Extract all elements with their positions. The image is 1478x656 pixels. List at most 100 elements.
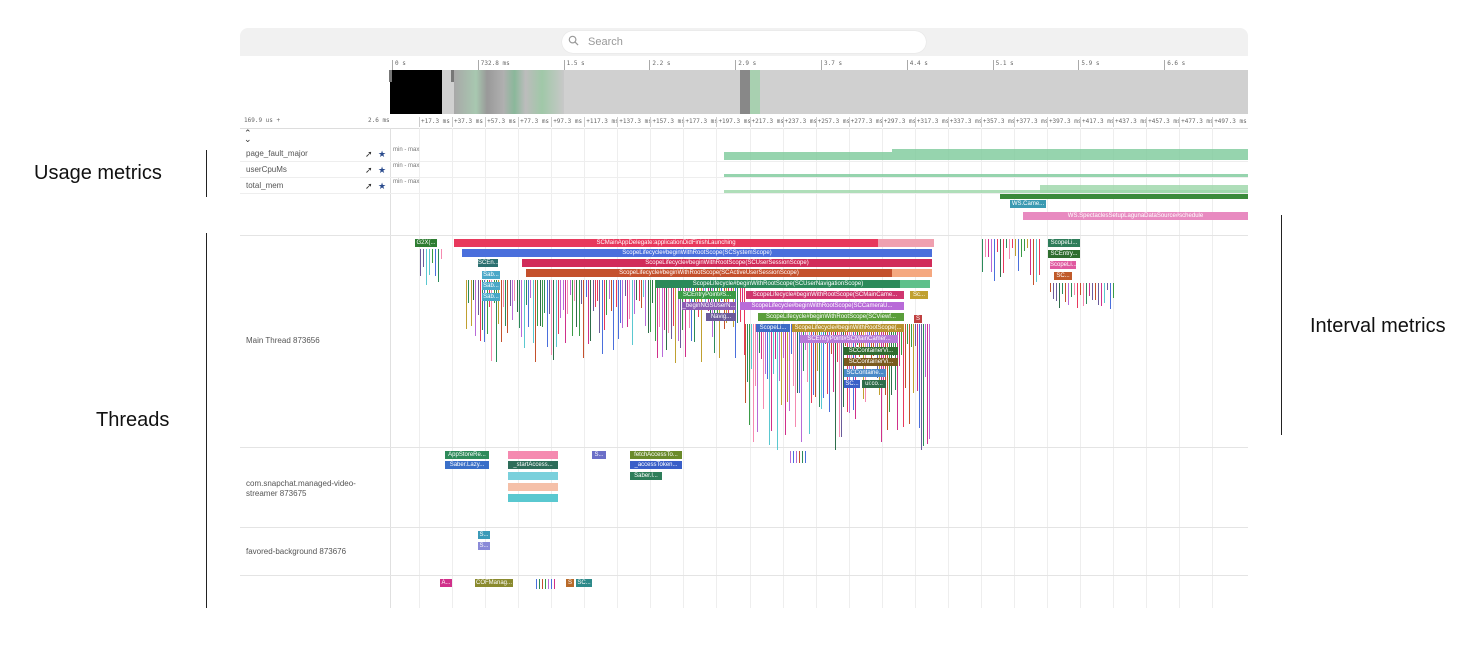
overview-handle-left[interactable]	[389, 70, 392, 82]
thread-label-favored: favored-background 873676	[246, 547, 347, 556]
slice-right-sc-entry[interactable]: SCEntry...	[1048, 250, 1080, 258]
slice-navig[interactable]: Navig...	[706, 313, 736, 321]
slice-sab-1[interactable]: Sab...	[482, 271, 500, 279]
overview-axis-tick: 732.8 ms	[477, 60, 510, 70]
search-input[interactable]: Search	[562, 31, 926, 53]
slice-favored-1[interactable]: S...	[478, 531, 490, 539]
gridline	[881, 128, 883, 608]
flame-needle	[919, 324, 920, 429]
flame-needle	[802, 451, 803, 463]
slice-streamer-pink[interactable]	[508, 451, 558, 459]
star-icon[interactable]: ★	[378, 165, 387, 175]
slice-g2x[interactable]: G2X(...	[415, 239, 437, 247]
slice-user-session[interactable]: ScopeLifecycle#beginWithRootScope(SCUser…	[522, 259, 932, 267]
slice-begin-ngs[interactable]: _beginNGSUserN...	[682, 302, 736, 310]
slice-saber-lazy[interactable]: Saber.Lazy...	[445, 461, 489, 469]
slice-fetch-access[interactable]: fetchAccessTo...	[630, 451, 682, 459]
collapse-chevron-icon[interactable]: ⌃ ⌄	[244, 128, 252, 144]
flame-needle	[917, 324, 918, 392]
slice-start-access[interactable]: _startAccess...	[508, 461, 558, 469]
trace-viewer: Search 0 s 732.8 ms 1.5 s 2.2 s 2.9 s 3.7 s 4.…	[240, 28, 1248, 608]
slice-app-did-finish-tail[interactable]	[878, 239, 934, 247]
overview-density-2	[740, 70, 760, 114]
gridline	[584, 128, 586, 608]
slice-container-vi-1[interactable]: SCContainerVi...	[844, 347, 898, 355]
trend-icon[interactable]: ➚	[365, 165, 373, 175]
slice-sab-3[interactable]: Sab...	[482, 293, 500, 301]
flame-needle	[604, 280, 605, 330]
flame-needle	[985, 239, 986, 257]
slice-scope-li-small[interactable]: ScopeLi...	[756, 324, 790, 332]
flame-needle	[536, 579, 537, 589]
slice-bottom-s[interactable]: S	[566, 579, 574, 587]
overview-handle-right[interactable]	[451, 70, 454, 82]
slice-right-scope-li-2[interactable]: ScopeLi...	[1050, 261, 1076, 269]
slice-nav-tail[interactable]	[900, 280, 930, 288]
slice-main-camera[interactable]: ScopeLifecycle#beginWithRootScope(SCMain…	[746, 291, 904, 299]
ruler-tick: +417.3 ms	[1080, 117, 1115, 127]
slice-s-streamer[interactable]: S...	[592, 451, 606, 459]
slice-entry-point[interactable]: SCEntryPoint#S...	[678, 291, 736, 299]
slice-active-user-session[interactable]: ScopeLifecycle#beginWithRootScope(SCActi…	[526, 269, 892, 277]
slice-container-vi-2[interactable]: SCContainerVi...	[844, 358, 898, 366]
overview-track[interactable]	[389, 70, 1248, 114]
search-placeholder: Search	[588, 36, 623, 48]
slice-streamer-teal-2[interactable]	[508, 494, 558, 502]
flame-needle	[1021, 239, 1022, 258]
flame-needle	[763, 324, 764, 409]
slice-right-scope-li[interactable]: ScopeLi...	[1048, 239, 1080, 247]
slice-camera-u[interactable]: ScopeLifecycle#beginWithRootScope(SCCame…	[740, 302, 904, 310]
slice-sc-blue[interactable]: SC...	[844, 380, 860, 388]
slice-scen[interactable]: SCEn...	[478, 259, 498, 267]
slice-scope-ellipsis[interactable]: ScopeLifecycle#beginWithRootScope(...	[792, 324, 904, 332]
slice-favored-2[interactable]: S...	[478, 542, 490, 550]
slice-right-sc[interactable]: SC...	[1054, 272, 1072, 280]
slice-streamer-teal-1[interactable]	[508, 472, 558, 480]
flame-needle	[493, 280, 495, 304]
slice-active-tail[interactable]	[892, 269, 932, 277]
overview-selection[interactable]	[390, 70, 442, 114]
star-icon[interactable]: ★	[378, 181, 387, 191]
slice-app-did-finish[interactable]: SCMainAppDelegate:applicationDidFinishLa…	[454, 239, 878, 247]
slice-user-navigation[interactable]: ScopeLifecycle#beginWithRootScope(SCUser…	[656, 280, 900, 288]
metric-row-page-fault-major[interactable]: page_fault_major ➚ ★ min - max	[240, 146, 1248, 162]
trend-icon[interactable]: ➚	[365, 181, 373, 191]
slice-bottom-sc[interactable]: SC...	[576, 579, 592, 587]
metric-row-user-cpu-ms[interactable]: userCpuMs ➚ ★ min - max	[240, 162, 1248, 178]
thread-separator	[240, 527, 1248, 528]
slice-access-token[interactable]: _accessToken...	[630, 461, 682, 469]
metric-chart-cpu	[724, 174, 1248, 177]
flame-needle	[633, 280, 635, 314]
slice-streamer-peach[interactable]	[508, 483, 558, 491]
flame-needle	[1009, 239, 1010, 259]
flame-needle	[1033, 239, 1034, 285]
slice-appstore[interactable]: AppStoreRe...	[445, 451, 489, 459]
overview-timeline[interactable]: 0 s 732.8 ms 1.5 s 2.2 s 2.9 s 3.7 s 4.4 s 5.1 …	[240, 56, 1248, 118]
interval-slice-ws-camera[interactable]: WS.Came...	[1010, 200, 1046, 208]
slice-viewf[interactable]: ScopeLifecycle#beginWithRootScope(SCView…	[758, 313, 904, 321]
slice-system-scope[interactable]: ScopeLifecycle#beginWithRootScope(SCSyst…	[462, 249, 932, 257]
interval-slice-ws-spectacles[interactable]: WS.SpectaclesSetupLagunaDataSource#sched…	[1023, 212, 1248, 220]
flame-needle	[909, 324, 910, 424]
slice-bottom-a[interactable]: A...	[440, 579, 452, 587]
ruler-tick: +297.3 ms	[881, 117, 917, 127]
slice-ui-co[interactable]: ui:co...	[862, 380, 886, 388]
flame-needle	[659, 280, 661, 328]
slice-sab-2[interactable]: Sab...	[482, 282, 500, 290]
slice-sc-tail[interactable]: Sc...	[910, 291, 928, 299]
flame-needle	[785, 324, 786, 435]
slice-s-red[interactable]: S	[914, 315, 922, 323]
slice-entry-main-camera[interactable]: SCEntryPoint#SCMainCamer...	[800, 335, 898, 343]
star-icon[interactable]: ★	[378, 149, 387, 159]
slice-containe[interactable]: SCContaine...	[844, 369, 886, 377]
slice-bottom-cof[interactable]: COFManag...	[475, 579, 513, 587]
flame-needle	[1107, 283, 1108, 290]
flame-needle	[597, 280, 599, 301]
metric-chart-mem-step	[1040, 185, 1248, 193]
trend-icon[interactable]: ➚	[365, 149, 373, 159]
overview-axis-tick: 6.6 s	[1164, 60, 1185, 70]
metric-row-total-mem[interactable]: total_mem ➚ ★ min - max	[240, 178, 1248, 194]
slice-saber-l[interactable]: Saber.l...	[630, 472, 662, 480]
flame-needle	[554, 579, 555, 589]
flame-needle	[516, 280, 518, 312]
